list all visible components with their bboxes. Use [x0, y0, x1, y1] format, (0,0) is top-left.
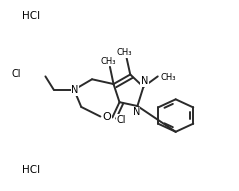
- Text: CH₃: CH₃: [100, 57, 116, 66]
- Text: Cl: Cl: [117, 115, 126, 125]
- Text: HCl: HCl: [22, 11, 40, 21]
- Text: CH₃: CH₃: [160, 73, 176, 82]
- Text: Cl: Cl: [11, 70, 21, 79]
- Text: N: N: [71, 85, 78, 95]
- Text: HCl: HCl: [22, 165, 40, 175]
- Text: N: N: [141, 76, 148, 86]
- Text: CH₃: CH₃: [117, 48, 132, 57]
- Text: O: O: [103, 112, 111, 122]
- Text: N: N: [133, 107, 140, 117]
